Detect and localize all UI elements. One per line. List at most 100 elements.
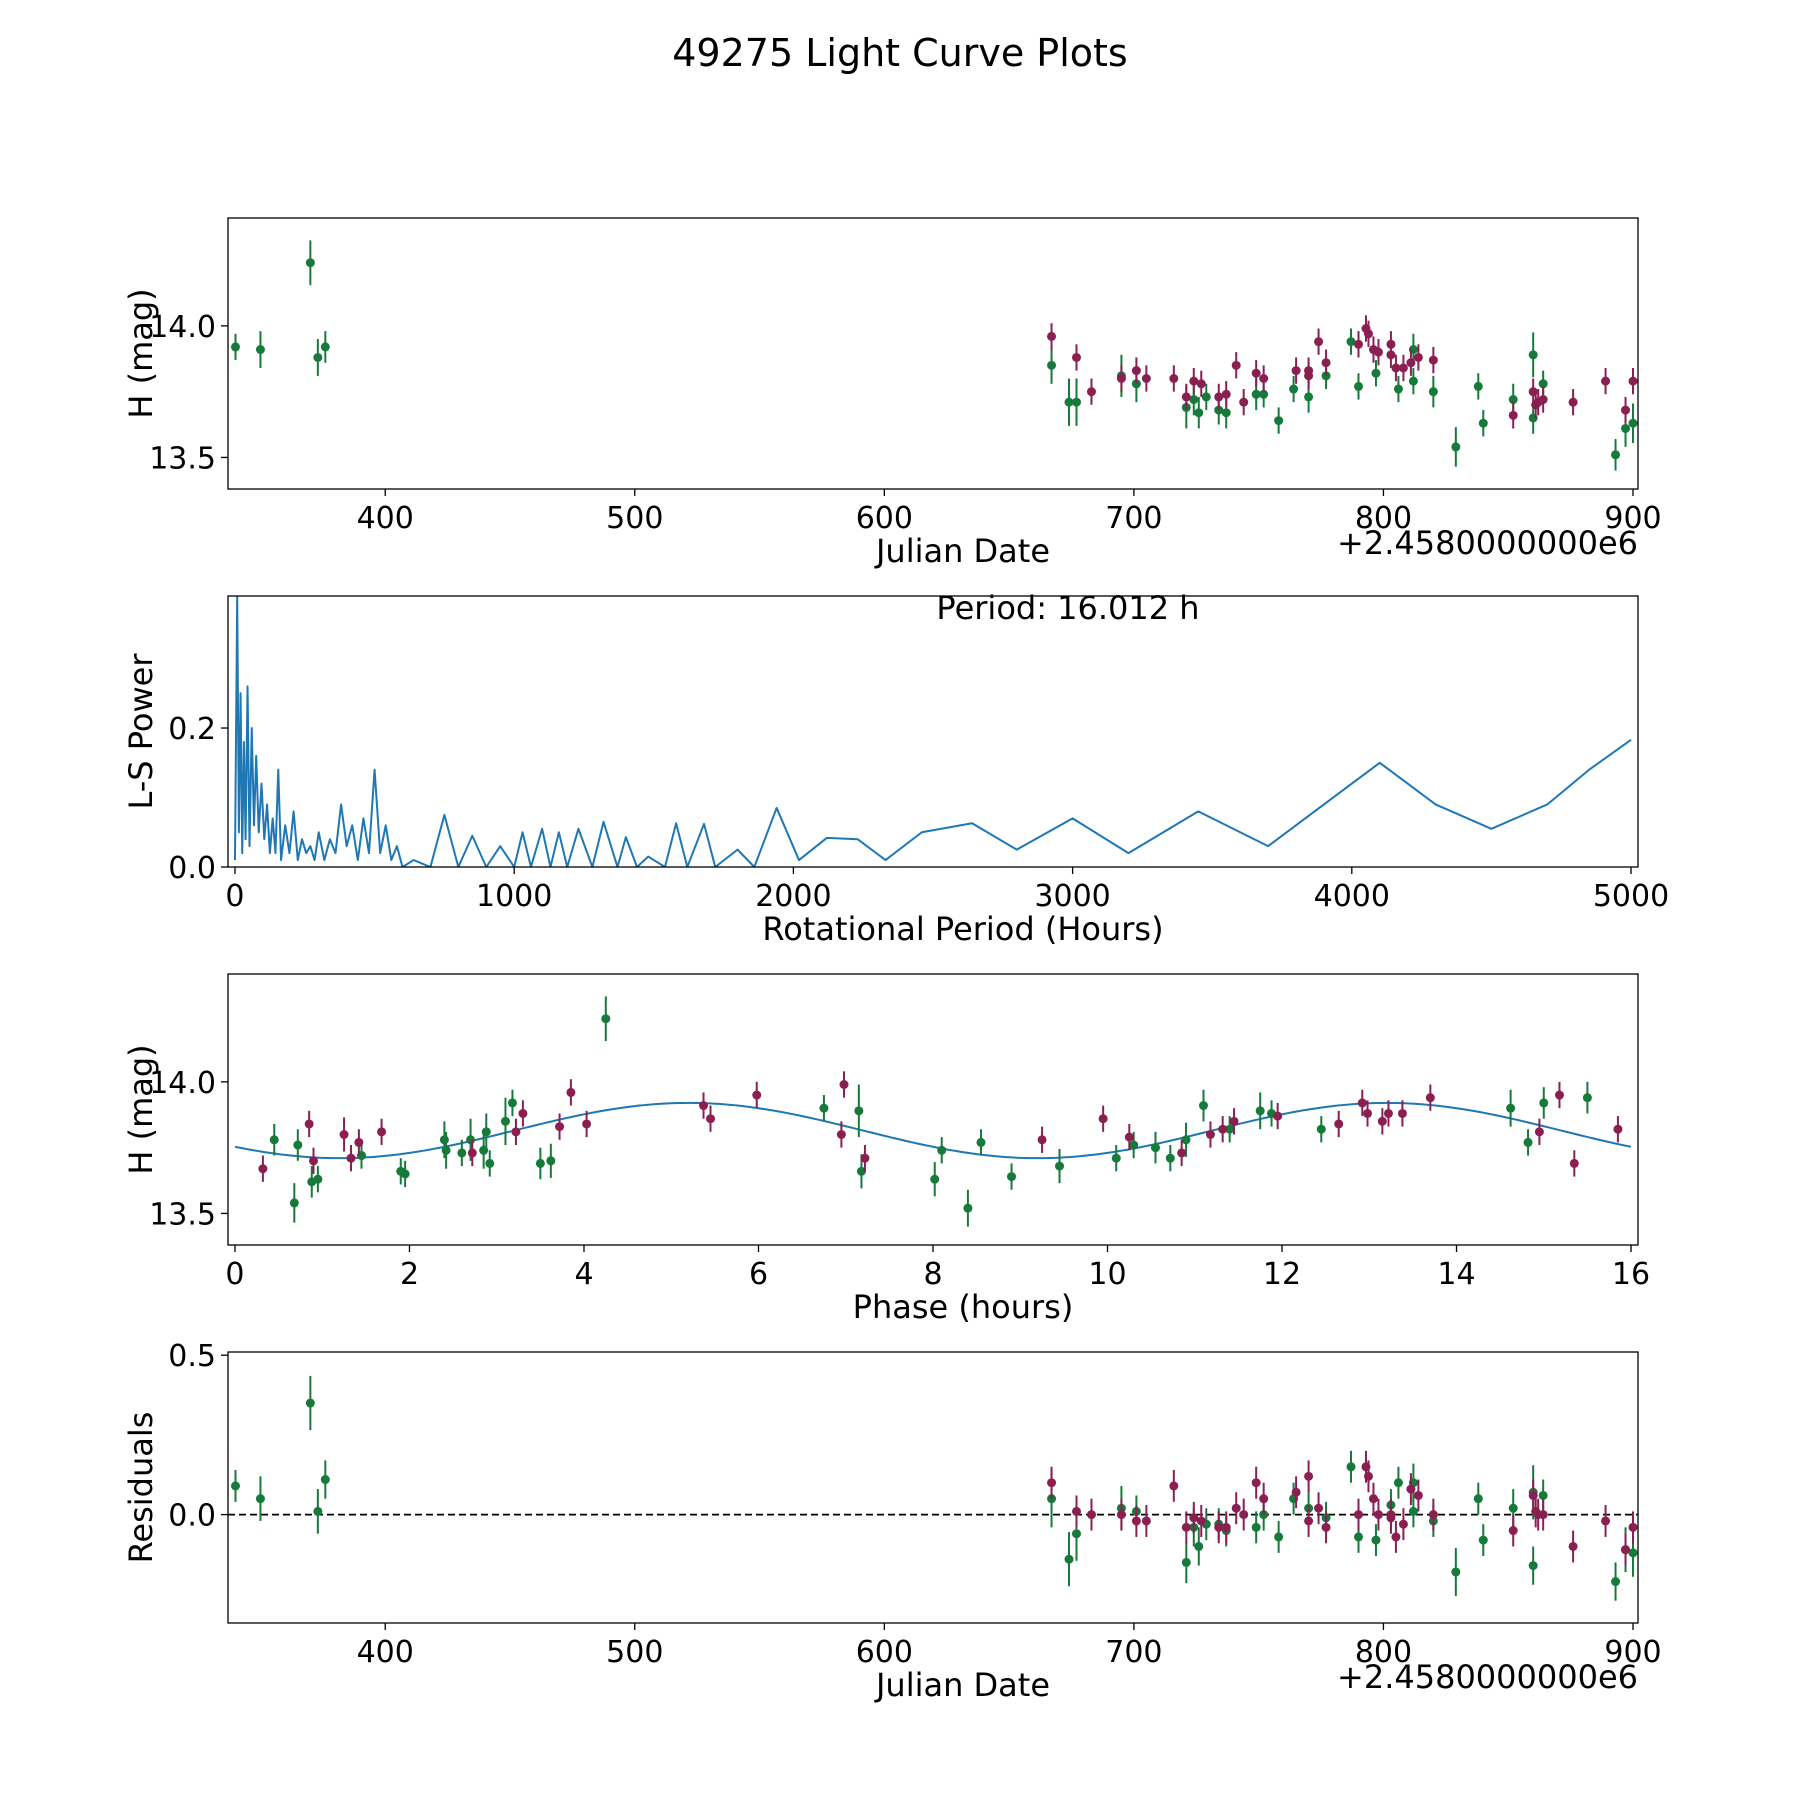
data-point-magenta — [699, 1101, 709, 1111]
data-point-magenta — [839, 1080, 849, 1090]
data-point-magenta — [1538, 1510, 1548, 1520]
data-point-magenta — [1304, 1516, 1314, 1526]
x-tick-label: 3000 — [1034, 879, 1110, 914]
data-point-magenta — [1628, 1522, 1638, 1532]
data-point-magenta — [1196, 1516, 1206, 1526]
data-point-green — [1064, 1554, 1074, 1564]
y-axis-label: L-S Power — [122, 653, 160, 810]
period-annotation: Period: 16.012 h — [936, 589, 1199, 627]
data-point-magenta — [706, 1114, 716, 1124]
data-point-magenta — [1534, 1127, 1544, 1137]
x-axis-label: Julian Date — [874, 532, 1050, 570]
plot-area — [234, 996, 1632, 1227]
data-point-magenta — [1231, 360, 1241, 370]
data-point-magenta — [1047, 331, 1057, 341]
axes-frame — [227, 1351, 1639, 1624]
data-point-green — [485, 1158, 495, 1168]
y-tick-label: 0.2 — [168, 712, 216, 747]
data-point-green — [255, 345, 265, 355]
data-point-green — [1007, 1172, 1017, 1182]
data-point-magenta — [566, 1087, 576, 1097]
data-point-green — [1064, 397, 1074, 407]
data-point-magenta — [1218, 1124, 1228, 1134]
data-point-magenta — [1373, 1510, 1383, 1520]
data-point-green — [535, 1158, 545, 1168]
data-point-magenta — [1189, 1513, 1199, 1523]
data-point-green — [1198, 1101, 1208, 1111]
data-point-green — [1538, 379, 1548, 389]
data-point-green — [1428, 387, 1438, 397]
data-point-green — [1251, 389, 1261, 399]
data-point-magenta — [1189, 376, 1199, 386]
x-tick-label: 900 — [1604, 1635, 1661, 1670]
y-tick-label: 0.5 — [168, 1339, 216, 1374]
data-point-green — [313, 1506, 323, 1516]
data-point-green — [313, 352, 323, 362]
data-point-magenta — [1568, 397, 1578, 407]
data-point-green — [313, 1174, 323, 1184]
x-axis-label: Rotational Period (Hours) — [762, 910, 1163, 948]
data-point-green — [1473, 1494, 1483, 1504]
data-point-magenta — [258, 1164, 268, 1174]
data-point-green — [1353, 381, 1363, 391]
data-point-magenta — [1047, 1478, 1057, 1488]
data-point-magenta — [339, 1129, 349, 1139]
data-point-green — [1628, 1548, 1638, 1558]
data-point-magenta — [1398, 363, 1408, 373]
data-point-magenta — [467, 1148, 477, 1158]
x-tick-label: 1000 — [476, 879, 552, 914]
data-point-magenta — [1554, 1090, 1564, 1100]
data-point-magenta — [1391, 363, 1401, 373]
data-point-magenta — [1251, 368, 1261, 378]
data-point-green — [230, 1481, 240, 1491]
data-point-magenta — [1098, 1114, 1108, 1124]
data-point-magenta — [1391, 1532, 1401, 1542]
axes-frame — [227, 595, 1639, 868]
data-point-magenta — [1363, 1108, 1373, 1118]
x-tick-label: 800 — [1355, 1635, 1412, 1670]
y-axis-label: H (mag) — [122, 288, 160, 418]
x-tick-label: 10 — [1088, 1257, 1126, 1292]
data-point-green — [1071, 397, 1081, 407]
data-point-magenta — [1373, 347, 1383, 357]
data-point-magenta — [1304, 1471, 1314, 1481]
plot-area — [233, 596, 1632, 867]
data-point-green — [1611, 450, 1621, 460]
data-point-magenta — [555, 1122, 565, 1132]
data-point-magenta — [1353, 339, 1363, 349]
data-point-green — [1371, 1535, 1381, 1545]
data-point-magenta — [1425, 1093, 1435, 1103]
data-point-green — [1478, 418, 1488, 428]
data-point-green — [466, 1135, 476, 1145]
x-tick-label: 0 — [225, 1257, 244, 1292]
data-point-magenta — [1181, 1522, 1191, 1532]
x-tick-label: 2 — [400, 1257, 419, 1292]
data-point-green — [1071, 1529, 1081, 1539]
data-point-magenta — [1196, 379, 1206, 389]
data-point-green — [507, 1098, 517, 1108]
data-point-magenta — [1291, 1487, 1301, 1497]
data-point-green — [1189, 395, 1199, 405]
data-point-green — [1353, 1532, 1363, 1542]
data-point-magenta — [1568, 1541, 1578, 1551]
data-point-magenta — [1304, 371, 1314, 381]
data-point-green — [1473, 381, 1483, 391]
data-point-magenta — [1071, 1506, 1081, 1516]
data-point-green — [1508, 395, 1518, 405]
data-point-magenta — [1239, 397, 1249, 407]
periodogram-line — [233, 596, 1632, 867]
x-tick-label: 500 — [606, 501, 663, 536]
data-point-magenta — [1141, 1516, 1151, 1526]
data-point-magenta — [1377, 1116, 1387, 1126]
plot-area — [230, 240, 1638, 471]
data-point-magenta — [1357, 1098, 1367, 1108]
data-point-magenta — [1383, 1108, 1393, 1118]
x-tick-label: 4000 — [1314, 879, 1390, 914]
data-point-magenta — [1628, 376, 1638, 386]
data-point-magenta — [1601, 1516, 1611, 1526]
data-point-magenta — [1124, 1132, 1134, 1142]
data-point-green — [1181, 1135, 1191, 1145]
data-point-magenta — [1428, 355, 1438, 365]
data-point-green — [856, 1166, 866, 1176]
